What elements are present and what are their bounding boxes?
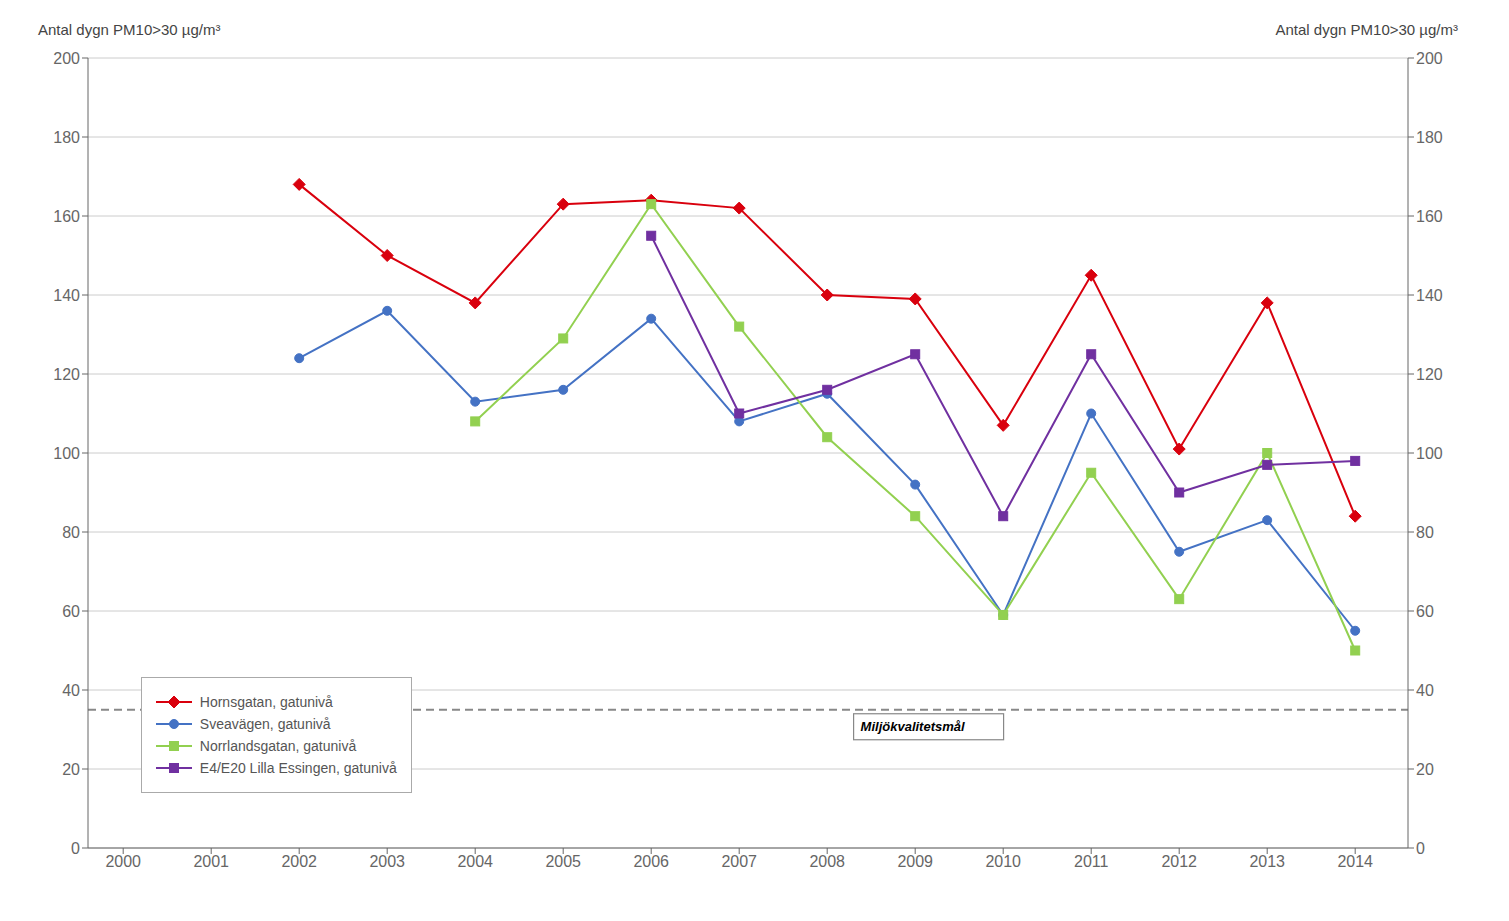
svg-text:2009: 2009 <box>897 853 933 870</box>
html-text:Hornsgatan, gatunivå: Hornsgatan, gatunivå <box>199 693 333 710</box>
html-text:Antal dygn PM10>30 µg/m³: Antal dygn PM10>30 µg/m³ <box>1275 21 1458 38</box>
svg-text:2013: 2013 <box>1249 853 1285 870</box>
svg-text:20: 20 <box>1416 761 1434 778</box>
svg-text:160: 160 <box>53 208 80 225</box>
svg-text:20: 20 <box>62 761 80 778</box>
svg-text:2001: 2001 <box>193 853 229 870</box>
svg-text:2004: 2004 <box>457 853 493 870</box>
svg-text:140: 140 <box>1416 287 1443 304</box>
svg-text:2008: 2008 <box>809 853 845 870</box>
svg-text:120: 120 <box>1416 366 1443 383</box>
svg-text:180: 180 <box>1416 129 1443 146</box>
svg-text:160: 160 <box>1416 208 1443 225</box>
svg-text:80: 80 <box>62 524 80 541</box>
html-text:Antal dygn PM10>30 µg/m³: Antal dygn PM10>30 µg/m³ <box>38 21 221 38</box>
svg-text:140: 140 <box>53 287 80 304</box>
svg-text:2005: 2005 <box>545 853 581 870</box>
svg-text:40: 40 <box>1416 682 1434 699</box>
svg-text:100: 100 <box>1416 445 1443 462</box>
svg-text:60: 60 <box>62 603 80 620</box>
svg-text:80: 80 <box>1416 524 1434 541</box>
svg-text:2010: 2010 <box>985 853 1021 870</box>
svg-text:2000: 2000 <box>105 853 141 870</box>
svg-text:100: 100 <box>53 445 80 462</box>
html-text:Sveavägen, gatunivå: Sveavägen, gatunivå <box>199 715 331 732</box>
html-text:E4/E20 Lilla Essingen, gatuniv: E4/E20 Lilla Essingen, gatunivå <box>199 759 397 776</box>
svg-text:2006: 2006 <box>633 853 669 870</box>
svg-text:0: 0 <box>71 840 80 857</box>
svg-text:2012: 2012 <box>1161 853 1197 870</box>
svg-text:2002: 2002 <box>281 853 317 870</box>
svg-text:2003: 2003 <box>369 853 405 870</box>
html-text:Norrlandsgatan, gatunivå: Norrlandsgatan, gatunivå <box>199 737 357 754</box>
svg-text:0: 0 <box>1416 840 1425 857</box>
svg-text:60: 60 <box>1416 603 1434 620</box>
svg-text:120: 120 <box>53 366 80 383</box>
svg-text:200: 200 <box>1416 50 1443 67</box>
svg-text:Miljökvalitetsmål: Miljökvalitetsmål <box>861 719 965 734</box>
svg-text:2014: 2014 <box>1337 853 1373 870</box>
svg-text:2011: 2011 <box>1074 853 1109 870</box>
svg-text:40: 40 <box>62 682 80 699</box>
svg-text:2007: 2007 <box>721 853 757 870</box>
svg-text:200: 200 <box>53 50 80 67</box>
svg-text:180: 180 <box>53 129 80 146</box>
